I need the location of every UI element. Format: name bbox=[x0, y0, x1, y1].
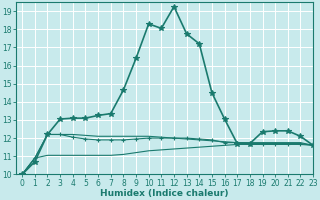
X-axis label: Humidex (Indice chaleur): Humidex (Indice chaleur) bbox=[100, 189, 229, 198]
